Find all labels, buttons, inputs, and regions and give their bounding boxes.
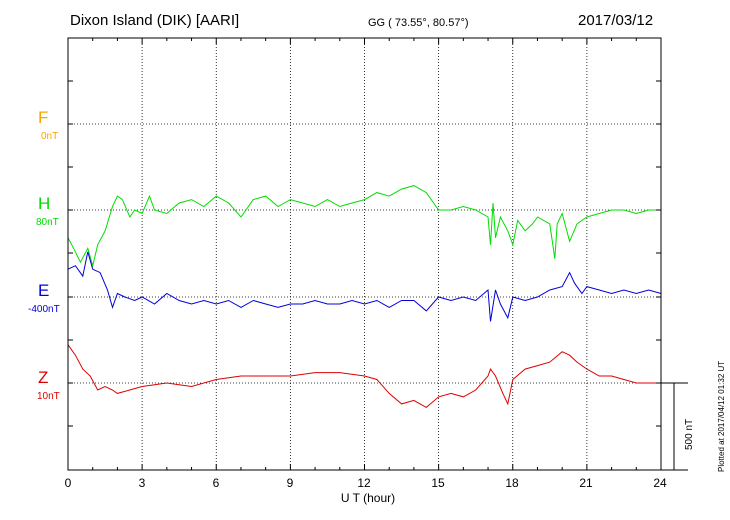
component-letter-z: Z bbox=[38, 368, 49, 387]
grid bbox=[68, 38, 661, 470]
component-letter-e: E bbox=[38, 281, 50, 300]
series-layer bbox=[67, 185, 662, 409]
component-letter-f: F bbox=[38, 108, 49, 127]
plot-date: 2017/03/12 bbox=[578, 12, 654, 29]
x-tick-label: 3 bbox=[138, 476, 146, 490]
component-offset-e: -400nT bbox=[28, 304, 60, 315]
x-tick-label: 9 bbox=[286, 476, 294, 490]
x-tick-label: 6 bbox=[212, 476, 220, 490]
x-tick-label: 18 bbox=[505, 476, 519, 490]
component-offset-z: 10nT bbox=[37, 391, 60, 402]
component-offset-f: 0nT bbox=[41, 131, 59, 142]
x-tick-label: 0 bbox=[64, 476, 72, 490]
station-coordinates: GG ( 73.55°, 80.57°) bbox=[368, 17, 469, 29]
series-line-z bbox=[67, 344, 661, 409]
x-tick-label: 12 bbox=[357, 476, 371, 490]
x-tick-label: 21 bbox=[579, 476, 593, 490]
scale-bar bbox=[661, 382, 688, 471]
x-tick-label: 24 bbox=[653, 476, 667, 490]
component-offset-h: 80nT bbox=[36, 217, 59, 228]
component-letter-h: H bbox=[38, 194, 51, 213]
tick-marks bbox=[67, 37, 662, 471]
series-line-h bbox=[67, 185, 661, 268]
series-line-e bbox=[67, 251, 662, 322]
plotted-timestamp: Plotted at 2017/04/12 01:32 UT bbox=[717, 360, 726, 472]
x-tick-label: 15 bbox=[431, 476, 445, 490]
station-title: Dixon Island (DIK) [AARI] bbox=[70, 12, 240, 29]
scale-bar-label: 500 nT bbox=[684, 418, 695, 450]
x-axis-label: U T (hour) bbox=[340, 491, 396, 505]
